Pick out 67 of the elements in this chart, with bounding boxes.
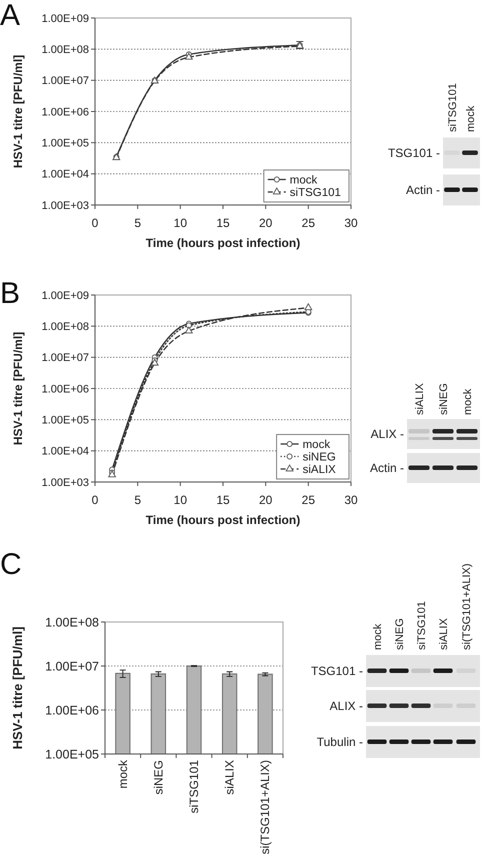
category-label: Actin - <box>370 461 404 476</box>
y-tick-label: 1.00E+03 <box>42 200 89 212</box>
category-label: mock <box>465 105 477 132</box>
y-tick-label: 1.00E+04 <box>42 446 89 458</box>
x-tick-label: 0 <box>92 216 99 230</box>
y-tick-label: 1.00E+06 <box>42 106 89 118</box>
y-tick-label: 1.00E+09 <box>42 12 89 25</box>
category-label: ALIX - <box>370 427 404 442</box>
category-label: siALIX <box>438 618 450 650</box>
legend-label: mock <box>290 174 318 187</box>
x-tick-label: 25 <box>302 493 316 508</box>
x-tick-label: 30 <box>344 493 358 508</box>
y-tick-label: 1.00E+05 <box>42 414 89 427</box>
category-label: siTSG101 <box>447 83 459 132</box>
category-label: Actin - <box>406 183 440 198</box>
x-tick-label: 5 <box>134 493 142 508</box>
x-tick-label: mock <box>116 759 130 789</box>
y-tick-label: 1.00E+08 <box>42 321 89 334</box>
y-tick-label: 1.00E+05 <box>42 138 89 150</box>
x-tick-label: 15 <box>216 216 230 230</box>
category-label: Tubulin - <box>316 735 363 750</box>
x-tick-label: siALIX <box>222 760 237 795</box>
category-label: mock <box>462 388 474 415</box>
x-tick-label: 10 <box>174 493 188 508</box>
legend-label: mock <box>302 439 330 452</box>
x-tick-label: 20 <box>258 216 273 230</box>
x-axis-title: Time (hours post infection) <box>146 513 300 527</box>
y-axis-title: HSV-1 titre [PFU/ml] <box>11 54 25 168</box>
x-tick-label: 25 <box>302 216 316 230</box>
category-label: siTSG101 <box>416 601 428 650</box>
y-tick-label: 1.00E+09 <box>42 290 89 302</box>
y-tick-label: 1.00E+06 <box>42 383 89 396</box>
y-tick-label: 1.00E+06 <box>45 703 100 718</box>
category-label: ALIX - <box>330 699 363 714</box>
x-tick-label: siTSG101 <box>187 760 201 814</box>
chart-title: B <box>0 277 20 310</box>
legend-label: siTSG101 <box>290 187 341 200</box>
category-label: TSG101 - <box>388 146 440 160</box>
x-tick-label: 5 <box>134 216 142 230</box>
category-label: siALIX <box>414 382 426 415</box>
y-tick-label: 1.00E+04 <box>42 168 89 181</box>
x-tick-label: siNEG <box>151 760 166 795</box>
category-label: siNEG <box>438 383 450 415</box>
chart-title: C <box>0 548 22 581</box>
y-tick-label: 1.00E+07 <box>45 659 100 674</box>
category-label: si(TSG101+ALIX) <box>461 563 473 650</box>
chart-title: A <box>0 0 20 32</box>
x-tick-label: 10 <box>174 216 188 230</box>
y-axis-title: HSV-1 titre [PFU/ml] <box>10 626 25 750</box>
y-tick-label: 1.00E+07 <box>42 352 89 364</box>
x-axis-title: Time (hours post infection) <box>146 236 300 250</box>
x-tick-label: 0 <box>92 493 99 508</box>
y-axis-title: HSV-1 titre [PFU/ml] <box>11 332 25 446</box>
x-tick-label: si(TSG101+ALIX) <box>258 760 272 854</box>
x-tick-label: 30 <box>344 216 358 230</box>
legend-label: siNEG <box>302 452 336 464</box>
y-tick-label: 1.00E+07 <box>42 75 89 88</box>
y-tick-label: 1.00E+08 <box>45 615 100 630</box>
legend-label: siALIX <box>302 464 336 476</box>
y-tick-label: 1.00E+05 <box>45 747 100 762</box>
y-tick-label: 1.00E+08 <box>42 44 89 56</box>
x-tick-label: 15 <box>216 493 230 508</box>
y-tick-label: 1.00E+03 <box>42 476 89 489</box>
x-tick-label: 20 <box>258 493 273 508</box>
category-label: TSG101 - <box>310 664 363 678</box>
category-label: mock <box>372 623 384 650</box>
category-label: siNEG <box>394 618 406 650</box>
